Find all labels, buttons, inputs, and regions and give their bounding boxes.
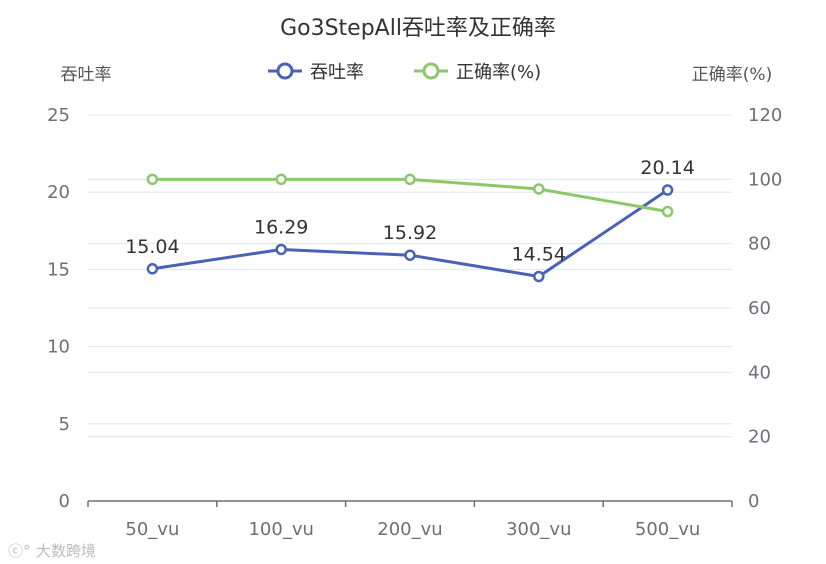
left-axis-ticks: 0 5 10 15 20 25 (47, 105, 70, 512)
x-axis: 50_vu 100_vu 200_vu 300_vu 500_vu (87, 500, 733, 540)
right-axis-ticks: 0 20 40 60 80 100 120 (748, 105, 782, 512)
x-tick-label: 300_vu (506, 519, 571, 540)
data-label: 14.54 (512, 244, 566, 266)
grid-lines (88, 114, 732, 438)
watermark-logo-icon: ⓒ° (8, 542, 31, 560)
right-tick-label: 20 (748, 427, 771, 448)
x-tick-label: 500_vu (635, 519, 700, 540)
left-axis-name: 吞吐率 (61, 65, 112, 85)
series-point-0[interactable] (404, 249, 416, 261)
series-point-1[interactable] (533, 183, 545, 195)
data-label: 16.29 (254, 216, 308, 238)
right-tick-label: 100 (748, 169, 782, 190)
series-point-1[interactable] (146, 173, 159, 186)
data-label: 20.14 (640, 157, 694, 179)
right-tick-label: 120 (748, 105, 782, 126)
right-tick-label: 80 (748, 234, 771, 255)
data-label: 15.92 (383, 222, 437, 244)
series-point-0[interactable] (275, 243, 287, 256)
data-label: 15.04 (125, 236, 179, 258)
legend-marker-accuracy (422, 62, 440, 80)
series-point-0[interactable] (533, 270, 545, 283)
left-tick-label: 0 (59, 491, 70, 512)
series-point-1[interactable] (275, 173, 287, 186)
right-tick-label: 60 (748, 298, 771, 319)
right-tick-label: 40 (748, 362, 771, 383)
legend-item-accuracy[interactable]: 正确率(%) (414, 62, 541, 83)
legend[interactable]: 吞吐率 正确率(%) (268, 62, 541, 83)
left-tick-label: 10 (47, 337, 70, 358)
right-tick-label: 0 (748, 491, 759, 512)
x-tick-label: 200_vu (377, 519, 442, 540)
legend-label-accuracy: 正确率(%) (456, 62, 541, 83)
watermark-text: 大数跨境 (36, 542, 96, 560)
series-point-0[interactable] (146, 263, 159, 275)
legend-marker-throughput (276, 62, 294, 80)
series-point-1[interactable] (404, 173, 416, 186)
series-point-1[interactable] (661, 205, 674, 218)
series-point-0[interactable] (661, 184, 674, 196)
x-tick-label: 100_vu (248, 519, 313, 540)
left-tick-label: 25 (47, 105, 70, 126)
chart-title: Go3StepAll吞吐率及正确率 (280, 16, 556, 41)
left-tick-label: 20 (47, 182, 70, 203)
series-layer: 15.04 16.29 15.92 14.54 20.14 (125, 157, 695, 283)
legend-item-throughput[interactable]: 吞吐率 (268, 62, 364, 83)
legend-label-throughput: 吞吐率 (310, 62, 364, 83)
left-tick-label: 15 (47, 259, 70, 280)
left-tick-label: 5 (59, 414, 70, 435)
right-axis-name: 正确率(%) (692, 65, 772, 85)
x-tick-label: 50_vu (125, 519, 179, 540)
watermark: ⓒ° 大数跨境 (8, 542, 96, 560)
